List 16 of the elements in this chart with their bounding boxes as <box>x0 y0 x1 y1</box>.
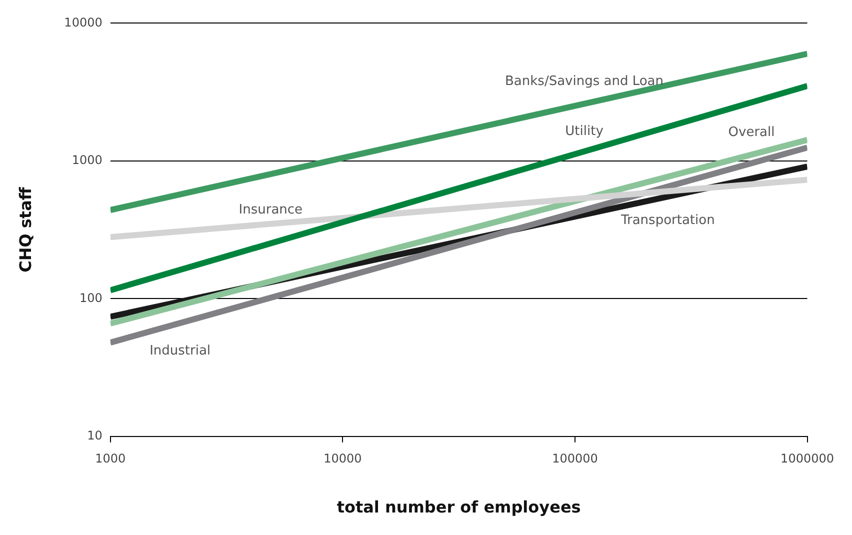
y-tick-label: 1000 <box>72 153 102 168</box>
x-tick-label: 10000 <box>324 452 362 466</box>
x-axis-title: total number of employees <box>336 498 581 517</box>
series-label: Overall <box>728 125 775 140</box>
series-label: Banks/Savings and Loan <box>505 74 664 90</box>
y-axis-title: CHQ staff <box>16 186 35 272</box>
y-tick-label: 10 <box>87 428 102 443</box>
series-label: Transportation <box>620 212 715 228</box>
series-label: Utility <box>565 124 604 139</box>
y-tick-label: 10000 <box>64 15 102 30</box>
series-label: Insurance <box>238 202 303 218</box>
x-tick-label: 100000 <box>552 452 598 466</box>
y-tick-label: 100 <box>79 290 102 305</box>
x-tick-label: 1000 <box>95 452 126 466</box>
series-label: Industrial <box>150 343 211 358</box>
x-tick-label: 1000000 <box>780 452 834 466</box>
